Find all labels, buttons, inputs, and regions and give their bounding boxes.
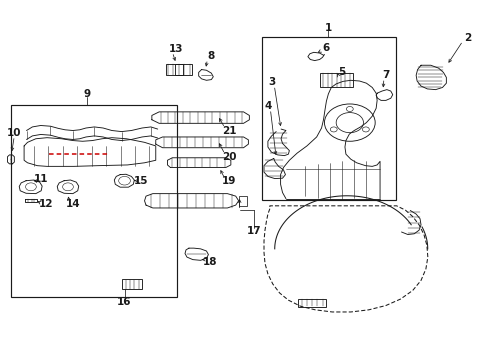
Text: 20: 20 <box>221 152 236 162</box>
Text: 4: 4 <box>264 101 271 111</box>
Text: 13: 13 <box>169 44 183 54</box>
Text: 5: 5 <box>338 67 345 77</box>
Text: 1: 1 <box>324 23 331 33</box>
Text: 19: 19 <box>221 176 236 186</box>
Text: 16: 16 <box>117 297 132 307</box>
Text: 8: 8 <box>207 51 215 61</box>
Text: 17: 17 <box>246 226 261 236</box>
Text: 10: 10 <box>7 129 21 138</box>
Text: 2: 2 <box>463 33 470 43</box>
Text: 11: 11 <box>33 174 48 184</box>
Text: 9: 9 <box>84 89 91 99</box>
Text: 15: 15 <box>134 176 148 186</box>
Text: 12: 12 <box>39 199 53 210</box>
Bar <box>175 64 183 75</box>
Bar <box>261 37 395 200</box>
Bar <box>298 299 326 307</box>
Bar <box>122 279 142 289</box>
Bar <box>166 64 191 75</box>
Text: 3: 3 <box>267 77 275 87</box>
Text: 7: 7 <box>382 70 389 80</box>
Bar <box>11 105 177 297</box>
Text: 14: 14 <box>65 199 80 209</box>
Text: 6: 6 <box>322 43 329 53</box>
Text: 18: 18 <box>203 257 217 267</box>
Text: 21: 21 <box>221 126 236 135</box>
Bar <box>238 197 247 206</box>
Bar <box>320 73 352 87</box>
